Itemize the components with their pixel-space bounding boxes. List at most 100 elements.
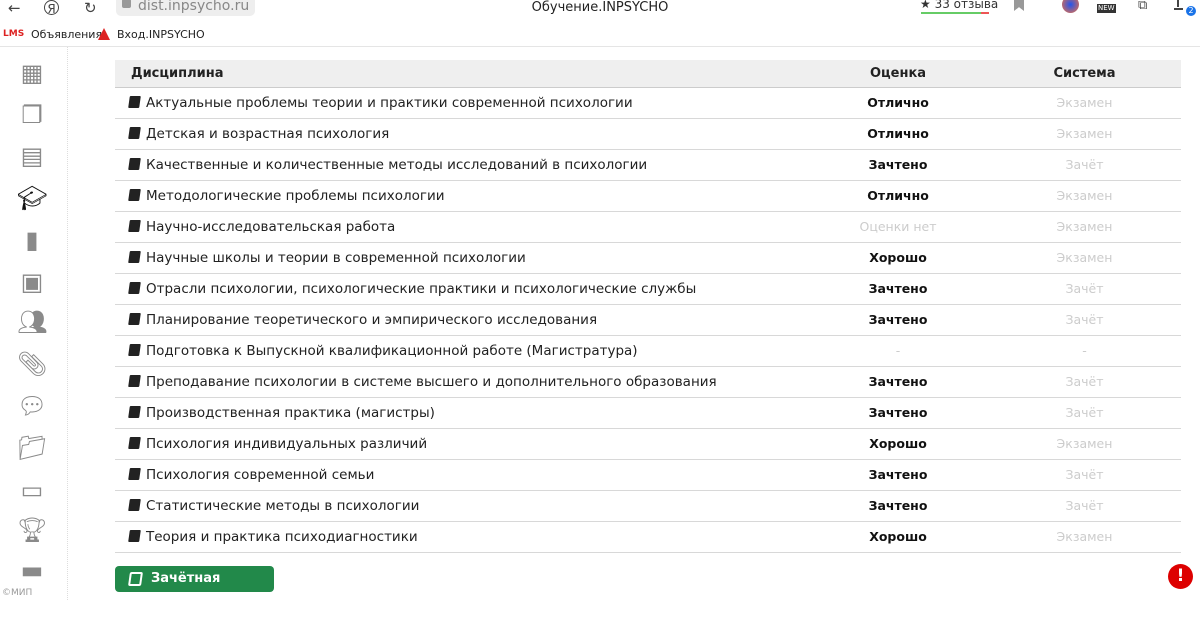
table-header: Дисциплина Оценка Система <box>115 60 1181 88</box>
education-icon[interactable]: 🎓︎ <box>17 184 47 212</box>
discipline-cell[interactable]: Теория и практика психодиагностики <box>115 521 808 553</box>
grade-cell: Зачтено <box>808 273 988 305</box>
address-bar[interactable]: dist.inpsycho.ru <box>116 0 256 16</box>
bookmark-login[interactable]: Вход.INPSYCHO <box>117 28 205 41</box>
discipline-name[interactable]: Методологические проблемы психологии <box>146 187 445 204</box>
discipline-cell[interactable]: Научные школы и теории в современной пси… <box>115 242 808 274</box>
discipline-cell[interactable]: Подготовка к Выпускной квалификационной … <box>115 335 808 367</box>
grade-cell: - <box>808 335 988 367</box>
system-cell: Экзамен <box>988 211 1181 243</box>
record-book-button[interactable]: Зачётная книжка <box>115 566 274 612</box>
bookmark-icon[interactable] <box>1014 0 1024 11</box>
book-icon <box>128 436 141 449</box>
table-row: Преподавание психологии в системе высшег… <box>115 366 1181 398</box>
trophy-icon[interactable]: 🏆︎ <box>17 516 47 544</box>
discipline-name[interactable]: Подготовка к Выпускной квалификационной … <box>146 342 638 359</box>
system-cell: Зачёт <box>988 366 1181 398</box>
book-icon <box>128 219 141 232</box>
table-row: Актуальные проблемы теории и практики со… <box>115 87 1181 119</box>
messages-icon[interactable]: 💬︎ <box>17 392 47 420</box>
back-icon[interactable]: ← <box>8 0 21 17</box>
system-cell: Экзамен <box>988 242 1181 274</box>
header-grade: Оценка <box>808 60 988 88</box>
folder-icon[interactable]: 📁︎ <box>17 434 47 462</box>
grade-cell: Зачтено <box>808 366 988 398</box>
table-row: Научные школы и теории в современной пси… <box>115 242 1181 274</box>
discipline-cell[interactable]: Производственная практика (магистры) <box>115 397 808 429</box>
discipline-name[interactable]: Качественные и количественные методы исс… <box>146 156 648 173</box>
page-title: Обучение.INPSYCHO <box>531 0 669 15</box>
discipline-name[interactable]: Научно-исследовательская работа <box>146 218 396 235</box>
table-row: Детская и возрастная психология Отлично … <box>115 118 1181 150</box>
users-icon[interactable]: 👥︎ <box>17 308 47 336</box>
book-icon <box>128 374 141 387</box>
discipline-cell[interactable]: Отрасли психологии, психологические прак… <box>115 273 808 305</box>
book-icon <box>128 405 141 418</box>
discipline-name[interactable]: Преподавание психологии в системе высшег… <box>146 373 717 390</box>
browser-toolbar: ← Я ↻ dist.inpsycho.ru Обучение.INPSYCHO… <box>0 0 1200 22</box>
yandex-icon[interactable]: Я <box>44 0 59 16</box>
discipline-cell[interactable]: Детская и возрастная психология <box>115 118 808 150</box>
bookmark-announcements[interactable]: Объявления <box>31 28 103 41</box>
system-cell: Экзамен <box>988 87 1181 119</box>
discipline-name[interactable]: Теория и практика психодиагностики <box>146 528 418 545</box>
downloads-icon[interactable] <box>1174 0 1183 10</box>
discipline-name[interactable]: Производственная практика (магистры) <box>146 404 435 421</box>
alert-icon[interactable]: ! <box>1168 564 1193 589</box>
discipline-cell[interactable]: Преподавание психологии в системе высшег… <box>115 366 808 398</box>
bookmark-icon[interactable]: ▮ <box>25 226 39 254</box>
grade-cell: Оценки нет <box>808 211 988 243</box>
table-row: Качественные и количественные методы исс… <box>115 149 1181 181</box>
grade-cell: Отлично <box>808 87 988 119</box>
payment-card-icon[interactable]: ▬ <box>20 556 44 584</box>
discipline-name[interactable]: Статистические методы в психологии <box>146 497 420 514</box>
book-icon <box>128 157 141 170</box>
extension-icon[interactable] <box>1062 0 1079 13</box>
apps-icon[interactable]: ▦ <box>20 59 44 87</box>
downloads-badge: 2 <box>1186 6 1196 16</box>
new-icon[interactable]: NEW <box>1097 4 1116 13</box>
discipline-name[interactable]: Детская и возрастная психология <box>146 125 390 142</box>
extensions-icon[interactable]: ⧉ <box>1138 0 1148 13</box>
discipline-cell[interactable]: Научно-исследовательская работа <box>115 211 808 243</box>
discipline-name[interactable]: Научные школы и теории в современной пси… <box>146 249 526 266</box>
table-row: Психология индивидуальных различий Хорош… <box>115 428 1181 460</box>
system-cell: Зачёт <box>988 304 1181 336</box>
discipline-name[interactable]: Психология современной семьи <box>146 466 375 483</box>
reload-icon[interactable]: ↻ <box>84 0 97 17</box>
table-row: Психология современной семьи Зачтено Зач… <box>115 459 1181 491</box>
book-icon <box>128 343 141 356</box>
grade-cell: Хорошо <box>808 242 988 274</box>
grades-table: Дисциплина Оценка Система Актуальные про… <box>115 60 1181 553</box>
calendar-icon[interactable]: ▤ <box>20 142 44 170</box>
system-cell: Экзамен <box>988 521 1181 553</box>
grade-cell: Отлично <box>808 118 988 150</box>
archive-icon[interactable]: ▭ <box>20 476 44 504</box>
grade-cell: Зачтено <box>808 304 988 336</box>
discipline-cell[interactable]: Психология современной семьи <box>115 459 808 491</box>
system-cell: Экзамен <box>988 180 1181 212</box>
attachment-icon[interactable]: 📎︎ <box>17 350 47 378</box>
lock-icon <box>122 0 131 8</box>
discipline-cell[interactable]: Качественные и количественные методы исс… <box>115 149 808 181</box>
discipline-name[interactable]: Психология индивидуальных различий <box>146 435 428 452</box>
discipline-name[interactable]: Отрасли психологии, психологические прак… <box>146 280 697 297</box>
discipline-cell[interactable]: Психология индивидуальных различий <box>115 428 808 460</box>
discipline-name[interactable]: Планирование теоретического и эмпирическ… <box>146 311 598 328</box>
discipline-cell[interactable]: Планирование теоретического и эмпирическ… <box>115 304 808 336</box>
video-icon[interactable]: ▣ <box>20 268 44 296</box>
book-icon <box>128 498 141 511</box>
system-cell: - <box>988 335 1181 367</box>
discipline-cell[interactable]: Актуальные проблемы теории и практики со… <box>115 87 808 119</box>
url-text: dist.inpsycho.ru <box>138 0 250 14</box>
system-cell: Зачёт <box>988 397 1181 429</box>
reviews-button[interactable]: ★ 33 отзыва <box>920 0 999 11</box>
discipline-cell[interactable]: Методологические проблемы психологии <box>115 180 808 212</box>
discipline-cell[interactable]: Статистические методы в психологии <box>115 490 808 522</box>
book-icon <box>128 95 141 108</box>
book-icon <box>128 572 143 586</box>
grade-cell: Хорошо <box>808 428 988 460</box>
documents-icon[interactable]: ❐ <box>21 101 43 129</box>
discipline-name[interactable]: Актуальные проблемы теории и практики со… <box>146 94 633 111</box>
header-discipline: Дисциплина <box>115 60 808 88</box>
